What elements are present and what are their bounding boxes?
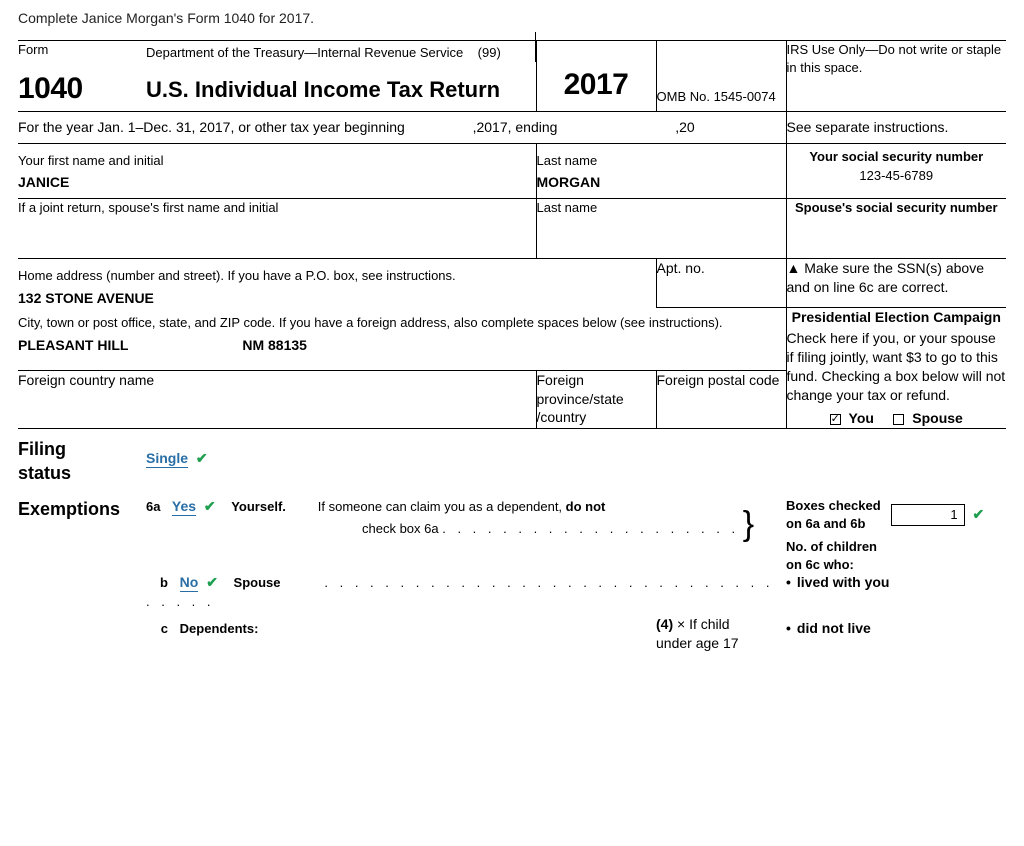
spouse-ssn-label: Spouse's social security number: [787, 199, 1007, 217]
line-6a: 6a: [146, 498, 168, 516]
tax-year-prefix: For the year Jan. 1–Dec. 31, 2017, or ot…: [18, 119, 405, 135]
form-1040-page: Complete Janice Morgan's Form 1040 for 2…: [0, 0, 1024, 846]
lived-with-you: lived with you: [786, 573, 1006, 592]
header-row: Form 1040 Department of the Treasury—Int…: [18, 41, 1006, 112]
6a-note-bold: do not: [566, 499, 606, 514]
form-1040-table: Form 1040 Department of the Treasury—Int…: [18, 40, 1006, 653]
no-children-1: No. of children: [786, 539, 877, 554]
filing-status-link[interactable]: Single: [146, 450, 188, 468]
spouse-last-label: Last name: [537, 199, 786, 217]
did-not-live: did not live: [786, 619, 1006, 638]
yourself-label: Yourself.: [231, 499, 286, 514]
home-address-label: Home address (number and street). If you…: [18, 267, 656, 285]
no-children-2: on 6c who:: [786, 557, 854, 572]
first-name-label: Your first name and initial: [18, 152, 536, 170]
ssn-value: 123-45-6789: [787, 167, 1007, 185]
state-zip-value: NM 88135: [242, 336, 307, 355]
dept-text: Department of the Treasury—Internal Reve…: [146, 45, 463, 60]
check-icon: ✔: [204, 498, 216, 514]
filing-status-row: Filing status Single ✔: [18, 428, 1006, 493]
boxes-checked-2: on 6a and 6b: [786, 516, 865, 531]
foreign-postal-label: Foreign postal code: [656, 370, 786, 428]
exemptions-6c-row: c Dependents: (4) × If child under age 1…: [18, 611, 1006, 653]
city-row: City, town or post office, state, and ZI…: [18, 308, 1006, 370]
dots: . . . . . . . . . . . . . . . . . . . .: [442, 521, 739, 536]
home-address-row: Home address (number and street). If you…: [18, 259, 1006, 308]
spouse-first-label: If a joint return, spouse's first name a…: [18, 199, 536, 217]
form-word: Form: [18, 41, 146, 59]
irs-use-only: IRS Use Only—Do not write or staple in t…: [787, 41, 1007, 76]
col4-line1: (4) × If child: [656, 615, 786, 634]
boxes-checked-input[interactable]: 1: [891, 504, 965, 526]
check-icon: ✔: [206, 574, 218, 590]
line-6b: b: [146, 574, 168, 592]
filing-label-2: status: [18, 461, 146, 485]
dependents-label: Dependents:: [180, 621, 259, 636]
form-title: U.S. Individual Income Tax Return: [146, 75, 536, 105]
omb-number: OMB No. 1545-0074: [657, 88, 786, 106]
6a-yes-link[interactable]: Yes: [172, 498, 196, 516]
your-name-row: Your first name and initial JANICE Last …: [18, 143, 1006, 198]
presidential-body: Check here if you, or your spouse if fil…: [787, 329, 1007, 405]
header-separator: [535, 32, 536, 62]
apt-no-label: Apt. no.: [656, 259, 786, 308]
tax-year-mid: ,2017, ending: [473, 119, 558, 135]
spouse-label: Spouse: [912, 410, 963, 426]
tax-year-row: For the year Jan. 1–Dec. 31, 2017, or ot…: [18, 112, 1006, 144]
last-name-label: Last name: [537, 152, 786, 170]
check-icon: ✔: [196, 450, 208, 466]
spouse-word: Spouse: [234, 575, 281, 590]
ssn-correct-note: ▲ Make sure the SSN(s) above and on line…: [786, 259, 1006, 308]
foreign-country-label: Foreign country name: [18, 370, 536, 428]
you-checkbox[interactable]: [830, 414, 841, 425]
city-label: City, town or post office, state, and ZI…: [18, 314, 786, 332]
spouse-name-row: If a joint return, spouse's first name a…: [18, 199, 1006, 259]
6a-note-main: If someone can claim you as a dependent,: [318, 499, 566, 514]
form-number: 1040: [18, 69, 146, 110]
exemptions-label: Exemptions: [18, 499, 120, 519]
boxes-checked-1: Boxes checked: [786, 498, 881, 513]
you-label: You: [849, 410, 874, 426]
6a-note-tail: check box 6a: [362, 521, 439, 536]
tax-year-suffix: ,20: [675, 119, 694, 135]
spouse-checkbox[interactable]: [893, 414, 904, 425]
city-value: PLEASANT HILL: [18, 337, 128, 353]
presidential-title: Presidential Election Campaign: [787, 308, 1007, 327]
exemptions-6b-row: b No ✔ Spouse . . . . . . . . . . . . . …: [18, 573, 1006, 611]
ssn-label: Your social security number: [787, 148, 1007, 166]
see-instructions: See separate instructions.: [786, 112, 1006, 144]
brace-icon: }: [743, 505, 754, 543]
filing-label-1: Filing: [18, 437, 146, 461]
home-address-value: 132 STONE AVENUE: [18, 289, 656, 308]
first-name-value: JANICE: [18, 173, 536, 192]
line-6c: c: [146, 620, 168, 638]
6b-no-link[interactable]: No: [180, 574, 199, 592]
code-99: (99): [478, 45, 501, 60]
tax-year: 2017: [537, 65, 656, 106]
assignment-instruction: Complete Janice Morgan's Form 1040 for 2…: [18, 10, 1006, 26]
exemptions-6a-row: Exemptions 6a Yes ✔ Yourself. If someone…: [18, 493, 1006, 573]
check-icon: ✔: [972, 506, 984, 522]
col4-line2: under age 17: [656, 634, 786, 653]
foreign-province-label: Foreign province/state /country: [536, 370, 656, 428]
last-name-value: MORGAN: [537, 173, 786, 192]
